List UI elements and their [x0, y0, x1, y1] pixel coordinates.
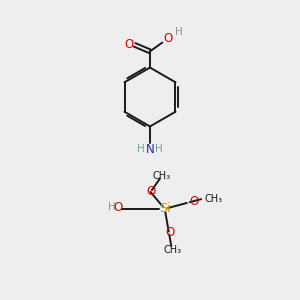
- Text: O: O: [124, 38, 134, 51]
- Text: O: O: [163, 32, 172, 46]
- Text: H: H: [137, 144, 145, 154]
- Text: N: N: [146, 142, 154, 156]
- Text: Si: Si: [159, 202, 170, 215]
- Text: O: O: [190, 195, 199, 208]
- Text: H: H: [108, 202, 116, 212]
- Text: O: O: [146, 185, 155, 198]
- Text: CH₃: CH₃: [152, 171, 170, 181]
- Text: O: O: [113, 201, 123, 214]
- Text: H: H: [155, 144, 163, 154]
- Text: CH₃: CH₃: [204, 194, 222, 203]
- Text: CH₃: CH₃: [164, 245, 182, 255]
- Text: O: O: [166, 226, 175, 239]
- Text: H: H: [175, 27, 182, 37]
